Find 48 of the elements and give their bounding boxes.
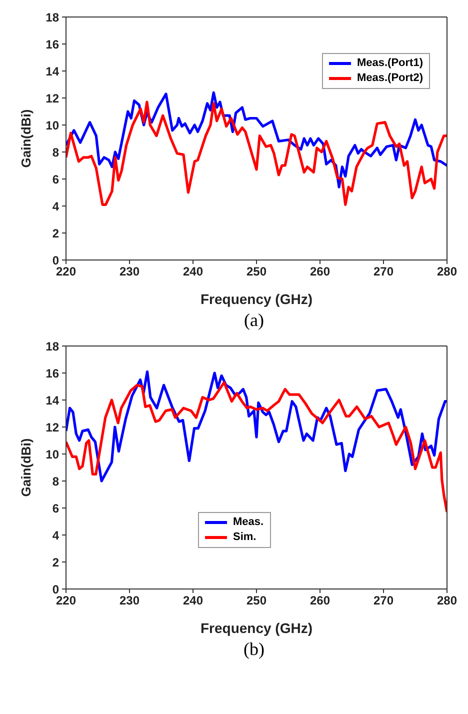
x-tick-label: 270 <box>373 264 394 279</box>
y-tick-label: 6 <box>52 172 60 186</box>
line-series <box>66 381 447 514</box>
legend-label: Meas.(Port1) <box>356 56 423 71</box>
x-tick-label: 280 <box>436 594 458 608</box>
y-tick-label: 8 <box>52 145 60 160</box>
text: (a) <box>243 310 265 331</box>
y-tick-label: 8 <box>52 474 60 488</box>
x-tick-label: 230 <box>119 264 140 279</box>
x-tick-label: 220 <box>56 264 76 279</box>
legend-label: Meas. <box>233 515 264 530</box>
text: (b) <box>242 639 266 660</box>
y-tick-label: 0 <box>52 582 60 596</box>
legend-label: Sim. <box>233 530 256 545</box>
x-tick-label: 250 <box>246 594 267 608</box>
line-series <box>66 91 447 188</box>
x-axis-title: Frequency (GHz) <box>200 620 313 636</box>
x-tick-label: 240 <box>182 594 204 608</box>
y-tick-label: 4 <box>52 199 60 214</box>
y-tick-label: 0 <box>52 253 60 268</box>
x-tick-label: 280 <box>436 264 458 279</box>
line-series <box>66 370 447 482</box>
y-tick-label: 2 <box>52 555 60 570</box>
y-tick-label: 10 <box>46 447 60 462</box>
y-tick-label: 6 <box>52 501 60 516</box>
y-tick-label: 14 <box>46 64 60 78</box>
y-tick-label: 14 <box>46 393 60 408</box>
y-tick-label: 2 <box>52 226 60 240</box>
x-tick-label: 250 <box>246 264 267 279</box>
y-tick-label: 18 <box>46 339 60 354</box>
line-series <box>66 100 447 206</box>
y-axis-title: Gain(dBi) <box>18 438 34 497</box>
y-tick-label: 16 <box>46 37 60 52</box>
x-tick-label: 230 <box>119 594 140 608</box>
x-tick-label: 260 <box>310 264 330 279</box>
y-tick-label: 4 <box>52 528 60 542</box>
y-tick-label: 10 <box>46 118 60 132</box>
x-tick-label: 220 <box>56 594 76 608</box>
x-tick-label: 270 <box>373 594 394 608</box>
x-tick-label: 240 <box>182 264 204 279</box>
x-axis-title: Frequency (GHz) <box>200 291 313 307</box>
y-tick-label: 12 <box>46 420 60 434</box>
legend-label: Meas.(Port2) <box>356 71 423 86</box>
y-tick-label: 12 <box>46 91 60 106</box>
y-axis-title: Gain(dBi) <box>18 109 34 168</box>
y-tick-label: 16 <box>46 366 60 380</box>
y-tick-label: 18 <box>46 10 60 24</box>
x-tick-label: 260 <box>310 594 330 608</box>
